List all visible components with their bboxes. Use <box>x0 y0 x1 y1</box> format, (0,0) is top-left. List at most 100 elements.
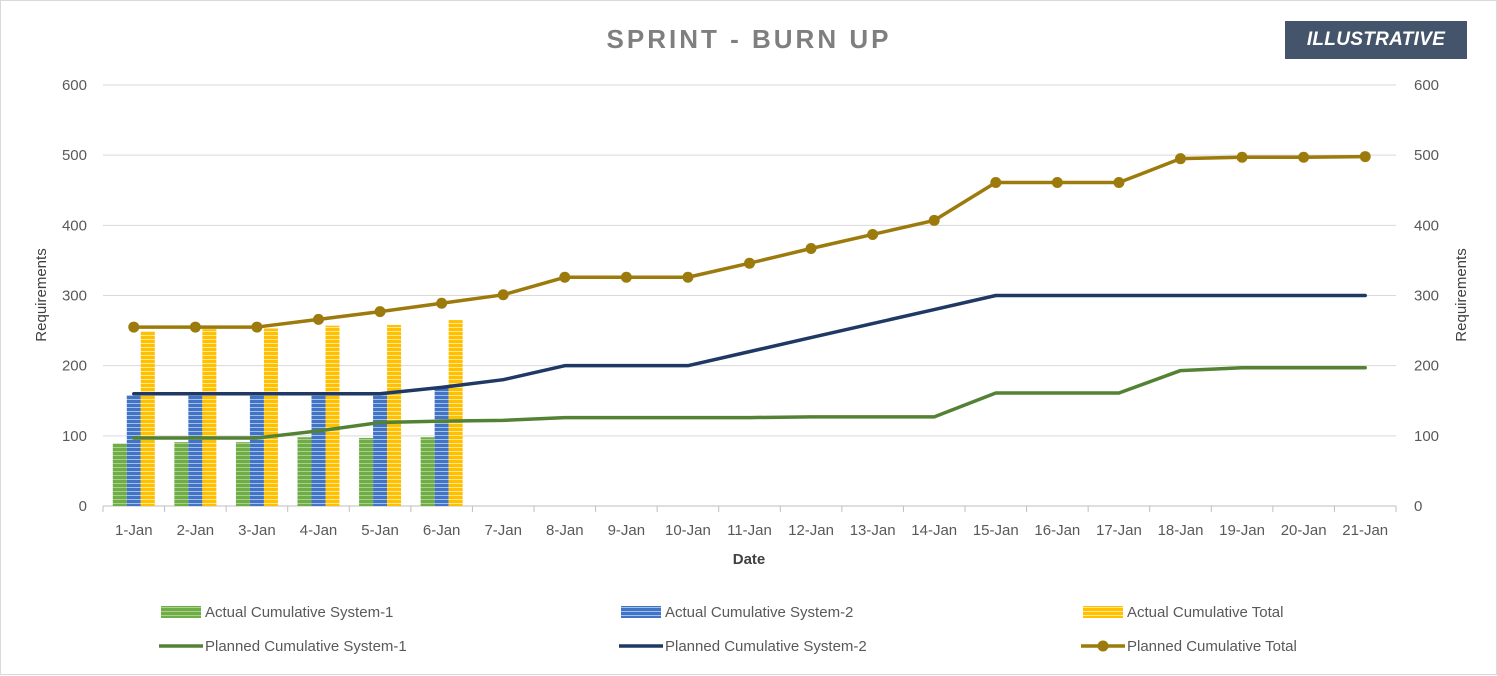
bar-actual-cumulative-total <box>448 320 463 506</box>
marker-planned-cumulative-total <box>559 271 571 283</box>
legend-item: Planned Cumulative System-1 <box>159 638 407 655</box>
legend: Actual Cumulative System-1 Actual Cumulat… <box>159 604 1297 655</box>
x-tick-label: 18-Jan <box>1158 522 1204 539</box>
x-tick-label: 16-Jan <box>1034 522 1080 539</box>
x-tick-label: 10-Jan <box>665 522 711 539</box>
x-tick-label: 9-Jan <box>608 522 646 539</box>
bar-actual-cumulative-system-2 <box>249 393 264 506</box>
y-tick-label-left: 400 <box>62 217 87 234</box>
x-axis-label: Date <box>733 551 766 568</box>
y-tick-label-right: 400 <box>1414 217 1439 234</box>
bar-actual-cumulative-total <box>325 325 340 506</box>
x-tick-label: 1-Jan <box>115 522 153 539</box>
marker-planned-cumulative-total <box>189 321 201 333</box>
y-tick-label-left: 0 <box>79 498 87 515</box>
x-tick-label: 7-Jan <box>484 522 522 539</box>
y-tick-label-left: 100 <box>62 428 87 445</box>
bar-actual-cumulative-system-2 <box>373 393 388 506</box>
marker-planned-cumulative-total <box>744 257 755 269</box>
marker-planned-cumulative-total <box>1051 177 1063 189</box>
bar-actual-cumulative-system-1 <box>359 437 374 506</box>
x-tick-label: 8-Jan <box>546 522 584 539</box>
legend-label: Planned Cumulative Total <box>1127 638 1297 655</box>
bar-actual-cumulative-total <box>263 328 278 506</box>
bar-actual-cumulative-system-1 <box>297 437 312 506</box>
bar-actual-cumulative-system-1 <box>235 442 250 506</box>
x-tick-label: 2-Jan <box>177 522 215 539</box>
line-planned-cumulative-system-1 <box>132 366 1367 440</box>
bar-actual-cumulative-system-1 <box>420 437 435 506</box>
bar-actual-cumulative-system-2 <box>311 393 326 506</box>
line-planned-cumulative-system-2 <box>132 293 1367 396</box>
legend-swatch <box>1083 606 1123 618</box>
legend-label: Planned Cumulative System-2 <box>665 638 867 655</box>
bar-actual-cumulative-total <box>140 331 155 506</box>
marker-planned-cumulative-total <box>251 321 263 333</box>
marker-planned-cumulative-total <box>1175 153 1186 165</box>
line-series <box>128 151 1371 440</box>
x-tick-label: 19-Jan <box>1219 522 1265 539</box>
y-tick-label-right: 300 <box>1414 288 1439 305</box>
legend-item: Actual Cumulative Total <box>1083 604 1283 621</box>
bar-actual-cumulative-total <box>387 324 402 506</box>
marker-planned-cumulative-total <box>867 228 879 240</box>
legend-label: Actual Cumulative Total <box>1127 604 1283 621</box>
marker-planned-cumulative-total <box>1113 177 1125 189</box>
y-tick-label-right: 600 <box>1414 77 1439 94</box>
legend-swatch <box>161 606 201 618</box>
y-axis-label-left: Requirements <box>33 248 50 341</box>
x-tick-label: 5-Jan <box>361 522 399 539</box>
x-tick-label: 17-Jan <box>1096 522 1142 539</box>
marker-planned-cumulative-total <box>313 313 324 325</box>
y-tick-labels: 0 0 100 100 200 200 300 300 400 400 500 500 600 600 <box>62 77 1439 515</box>
legend-item: Planned Cumulative Total <box>1081 638 1297 655</box>
legend-label: Actual Cumulative System-2 <box>665 604 853 621</box>
y-tick-label-left: 600 <box>62 77 87 94</box>
legend-item: Actual Cumulative System-2 <box>621 604 853 621</box>
marker-planned-cumulative-total <box>682 271 694 283</box>
legend-label: Planned Cumulative System-1 <box>205 638 407 655</box>
bar-series <box>112 320 463 506</box>
y-tick-label-right: 0 <box>1414 498 1422 515</box>
marker-planned-cumulative-total <box>805 242 817 254</box>
chart-title: SPRINT - BURN UP <box>607 24 892 54</box>
x-tick-labels: 1-Jan 2-Jan 3-Jan 4-Jan 5-Jan 6-Jan 7-Jan 8-Jan… <box>102 506 1397 539</box>
bar-actual-cumulative-system-2 <box>126 395 141 506</box>
x-tick-label: 3-Jan <box>238 522 276 539</box>
marker-planned-cumulative-total <box>497 289 509 301</box>
bar-actual-cumulative-system-1 <box>174 442 189 506</box>
marker-planned-cumulative-total <box>436 297 448 309</box>
legend-item: Actual Cumulative System-1 <box>161 604 393 621</box>
x-tick-label: 11-Jan <box>727 522 772 539</box>
bar-actual-cumulative-system-2 <box>188 393 203 506</box>
legend-swatch <box>621 606 661 618</box>
y-axis-label-right: Requirements <box>1453 248 1470 341</box>
line-planned-cumulative-total <box>132 154 1367 329</box>
y-tick-label-left: 300 <box>62 288 87 305</box>
marker-planned-cumulative-total <box>928 214 940 226</box>
bar-actual-cumulative-system-1 <box>112 443 127 506</box>
marker-planned-cumulative-total <box>128 321 140 333</box>
y-tick-label-right: 500 <box>1414 147 1439 164</box>
illustrative-badge-text: ILLUSTRATIVE <box>1306 29 1446 50</box>
x-tick-label: 6-Jan <box>423 522 461 539</box>
y-tick-label-right: 200 <box>1414 358 1439 375</box>
marker-planned-cumulative-total <box>620 271 632 283</box>
x-tick-label: 12-Jan <box>788 522 834 539</box>
y-tick-label-right: 100 <box>1414 428 1439 445</box>
bar-actual-cumulative-total <box>202 329 217 506</box>
x-tick-label: 13-Jan <box>850 522 896 539</box>
x-tick-label: 15-Jan <box>973 522 1019 539</box>
marker-planned-cumulative-total <box>1298 151 1310 163</box>
y-tick-label-left: 200 <box>62 358 87 375</box>
bar-actual-cumulative-system-2 <box>434 386 449 506</box>
marker-planned-cumulative-total <box>1236 151 1248 163</box>
marker-planned-cumulative-total <box>374 306 386 318</box>
x-tick-label: 14-Jan <box>911 522 957 539</box>
legend-item: Planned Cumulative System-2 <box>619 638 867 655</box>
y-tick-label-left: 500 <box>62 147 87 164</box>
x-tick-label: 20-Jan <box>1281 522 1327 539</box>
marker-planned-cumulative-total <box>990 177 1002 189</box>
